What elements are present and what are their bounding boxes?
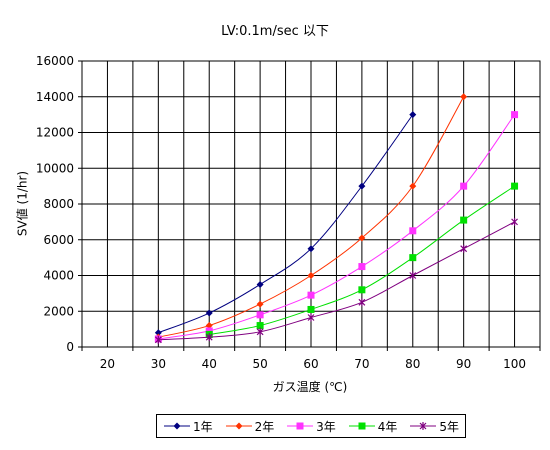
y-tick-label: 14000 <box>36 90 74 104</box>
data-point <box>409 182 417 190</box>
y-tick-label: 10000 <box>36 161 74 175</box>
data-point <box>307 291 315 299</box>
data-point <box>256 322 264 330</box>
data-point <box>205 309 213 317</box>
legend-swatch <box>163 422 190 430</box>
data-point <box>205 322 213 330</box>
x-tick-label: 70 <box>354 357 369 371</box>
series-5 <box>154 217 518 344</box>
y-tick-label: 16000 <box>36 54 74 68</box>
legend-label: 4年 <box>377 419 398 434</box>
y-tick-label: 12000 <box>36 126 74 140</box>
x-tick-label: 60 <box>303 357 318 371</box>
data-point <box>296 422 304 430</box>
legend-item: 2年 <box>225 418 275 435</box>
data-point <box>511 217 518 226</box>
data-point <box>409 271 417 280</box>
data-point <box>511 182 519 190</box>
data-point <box>460 93 468 101</box>
data-point <box>460 244 468 253</box>
data-point <box>358 422 366 430</box>
x-tick-label: 50 <box>252 357 267 371</box>
data-point <box>154 329 162 337</box>
data-point <box>409 227 417 235</box>
legend-item: 5年 <box>409 418 459 435</box>
x-axis-label: ガス温度 (℃) <box>272 380 348 394</box>
chart-title: LV:0.1m/sec 以下 <box>221 24 329 39</box>
data-point <box>205 327 213 335</box>
data-point <box>307 313 315 322</box>
legend-label: 1年 <box>192 419 213 434</box>
legend-swatch <box>287 422 314 430</box>
data-point <box>409 254 417 262</box>
legend-item: 4年 <box>348 418 398 435</box>
legend-swatch <box>410 422 437 430</box>
legend-label: 3年 <box>316 419 336 434</box>
data-point <box>256 280 264 288</box>
y-tick-label: 4000 <box>43 269 74 283</box>
data-point <box>358 234 366 242</box>
data-point <box>460 216 468 224</box>
x-tick-label: 30 <box>151 357 166 371</box>
x-tick-label: 100 <box>503 357 526 371</box>
chart-legend: 1年 2年 3年 4年 5年 <box>156 414 466 438</box>
data-point <box>358 286 366 294</box>
series-1 <box>154 111 417 337</box>
data-point <box>419 422 427 430</box>
data-point <box>235 422 243 430</box>
data-point <box>307 245 315 253</box>
legend-label: 2年 <box>254 419 275 434</box>
y-tick-label: 6000 <box>43 233 74 247</box>
data-point <box>205 333 213 342</box>
series-line <box>158 221 515 341</box>
legend-swatch <box>348 422 375 430</box>
data-point <box>358 182 366 190</box>
data-point <box>256 300 264 308</box>
data-point <box>409 111 417 119</box>
x-tick-label: 20 <box>100 357 115 371</box>
data-point <box>154 335 162 344</box>
x-tick-label: 90 <box>456 357 471 371</box>
x-tick-label: 40 <box>202 357 217 371</box>
data-point <box>256 311 264 319</box>
legend-label: 5年 <box>439 419 459 434</box>
data-point <box>511 111 519 119</box>
legend-item: 3年 <box>286 418 336 435</box>
data-point <box>358 298 366 307</box>
x-tick-label: 80 <box>405 357 420 371</box>
legend-item: 1年 <box>163 418 213 435</box>
y-tick-label: 2000 <box>43 304 74 318</box>
legend-swatch <box>225 422 252 430</box>
data-point <box>307 305 315 313</box>
data-point <box>307 272 315 279</box>
data-point <box>460 182 468 190</box>
y-tick-label: 8000 <box>43 197 74 211</box>
data-point <box>358 263 366 271</box>
y-tick-label: 0 <box>66 340 74 354</box>
data-point <box>173 422 181 430</box>
data-point <box>256 327 264 336</box>
